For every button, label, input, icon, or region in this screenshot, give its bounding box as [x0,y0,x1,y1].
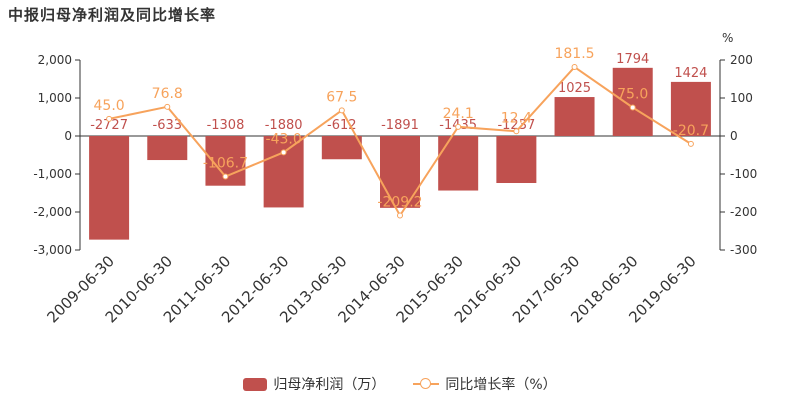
line-value-label: -106.7 [203,156,248,172]
legend-bar-label: 归母净利润（万） [273,377,386,393]
line-point [513,128,520,135]
y-right-tick-label: 0 [730,129,738,143]
y-right-tick-label: -100 [730,167,757,181]
bar [612,67,653,136]
y-left-tick-label: -3,000 [33,243,72,257]
combo-chart: 2,000 1,000 0 -1,000 -2,000 -3,000 200 100 0 -100… [33,31,757,326]
bar-value-label: -1880 [265,118,303,133]
bar [89,136,130,240]
line-point [571,64,578,71]
line-point [397,212,403,219]
line-point [164,103,171,110]
y-right-unit: % [722,31,733,45]
bar [438,136,479,191]
line-point [106,115,113,122]
line-point [280,149,287,156]
line-value-label: 12.4 [501,110,532,126]
line-value-label: -43.0 [266,131,302,147]
bar [670,81,711,136]
legend-line-label: 同比增长率（%） [445,377,557,393]
y-left-tick-label: -2,000 [33,205,72,219]
legend-item-line[interactable]: 同比增长率（%） [413,374,557,394]
bar-value-label: -633 [153,118,183,133]
line-value-label: -209.2 [377,194,422,210]
line-value-label: 67.5 [326,89,357,105]
line-point [687,140,694,147]
bar-value-label: 1794 [616,52,649,67]
legend: 归母净利润（万） 同比增长率（%） [0,372,800,396]
line-value-label: 24.1 [443,106,474,122]
line-point [455,123,462,130]
bar-value-label: -1891 [381,118,419,133]
legend-item-bar[interactable]: 归母净利润（万） [243,374,385,394]
bar-value-label: 1025 [558,81,591,96]
bar [321,136,362,160]
line-point [629,104,636,111]
line-point [338,107,345,114]
y-left-tick-label: 2,000 [38,53,72,67]
line-value-label: -20.7 [673,123,709,139]
chart-title: 中报归母净利润及同比增长率 [8,6,217,24]
y-right-tick-label: 100 [730,91,753,105]
bar-value-label: 1424 [674,66,707,81]
y-right-tick-label: 200 [730,53,753,67]
bar-value-label: -1308 [207,118,245,133]
bar [554,97,595,136]
y-left-tick-label: 0 [64,129,72,143]
line-value-label: 76.8 [152,86,183,102]
line-value-label: 181.5 [554,46,594,62]
legend-bar-swatch [243,377,268,391]
bar [496,136,537,184]
bar-value-label: -2727 [90,118,128,133]
y-right-tick-label: -300 [730,243,757,257]
y-left-tick-label: 1,000 [38,91,72,105]
line-value-label: 75.0 [617,87,648,103]
line-value-label: 45.0 [94,98,125,114]
bar [263,136,304,208]
legend-line-swatch [413,377,440,391]
line-point [222,173,229,180]
y-right-tick-label: -200 [730,205,757,219]
bar [147,136,188,161]
y-left-tick-label: -1,000 [33,167,72,181]
